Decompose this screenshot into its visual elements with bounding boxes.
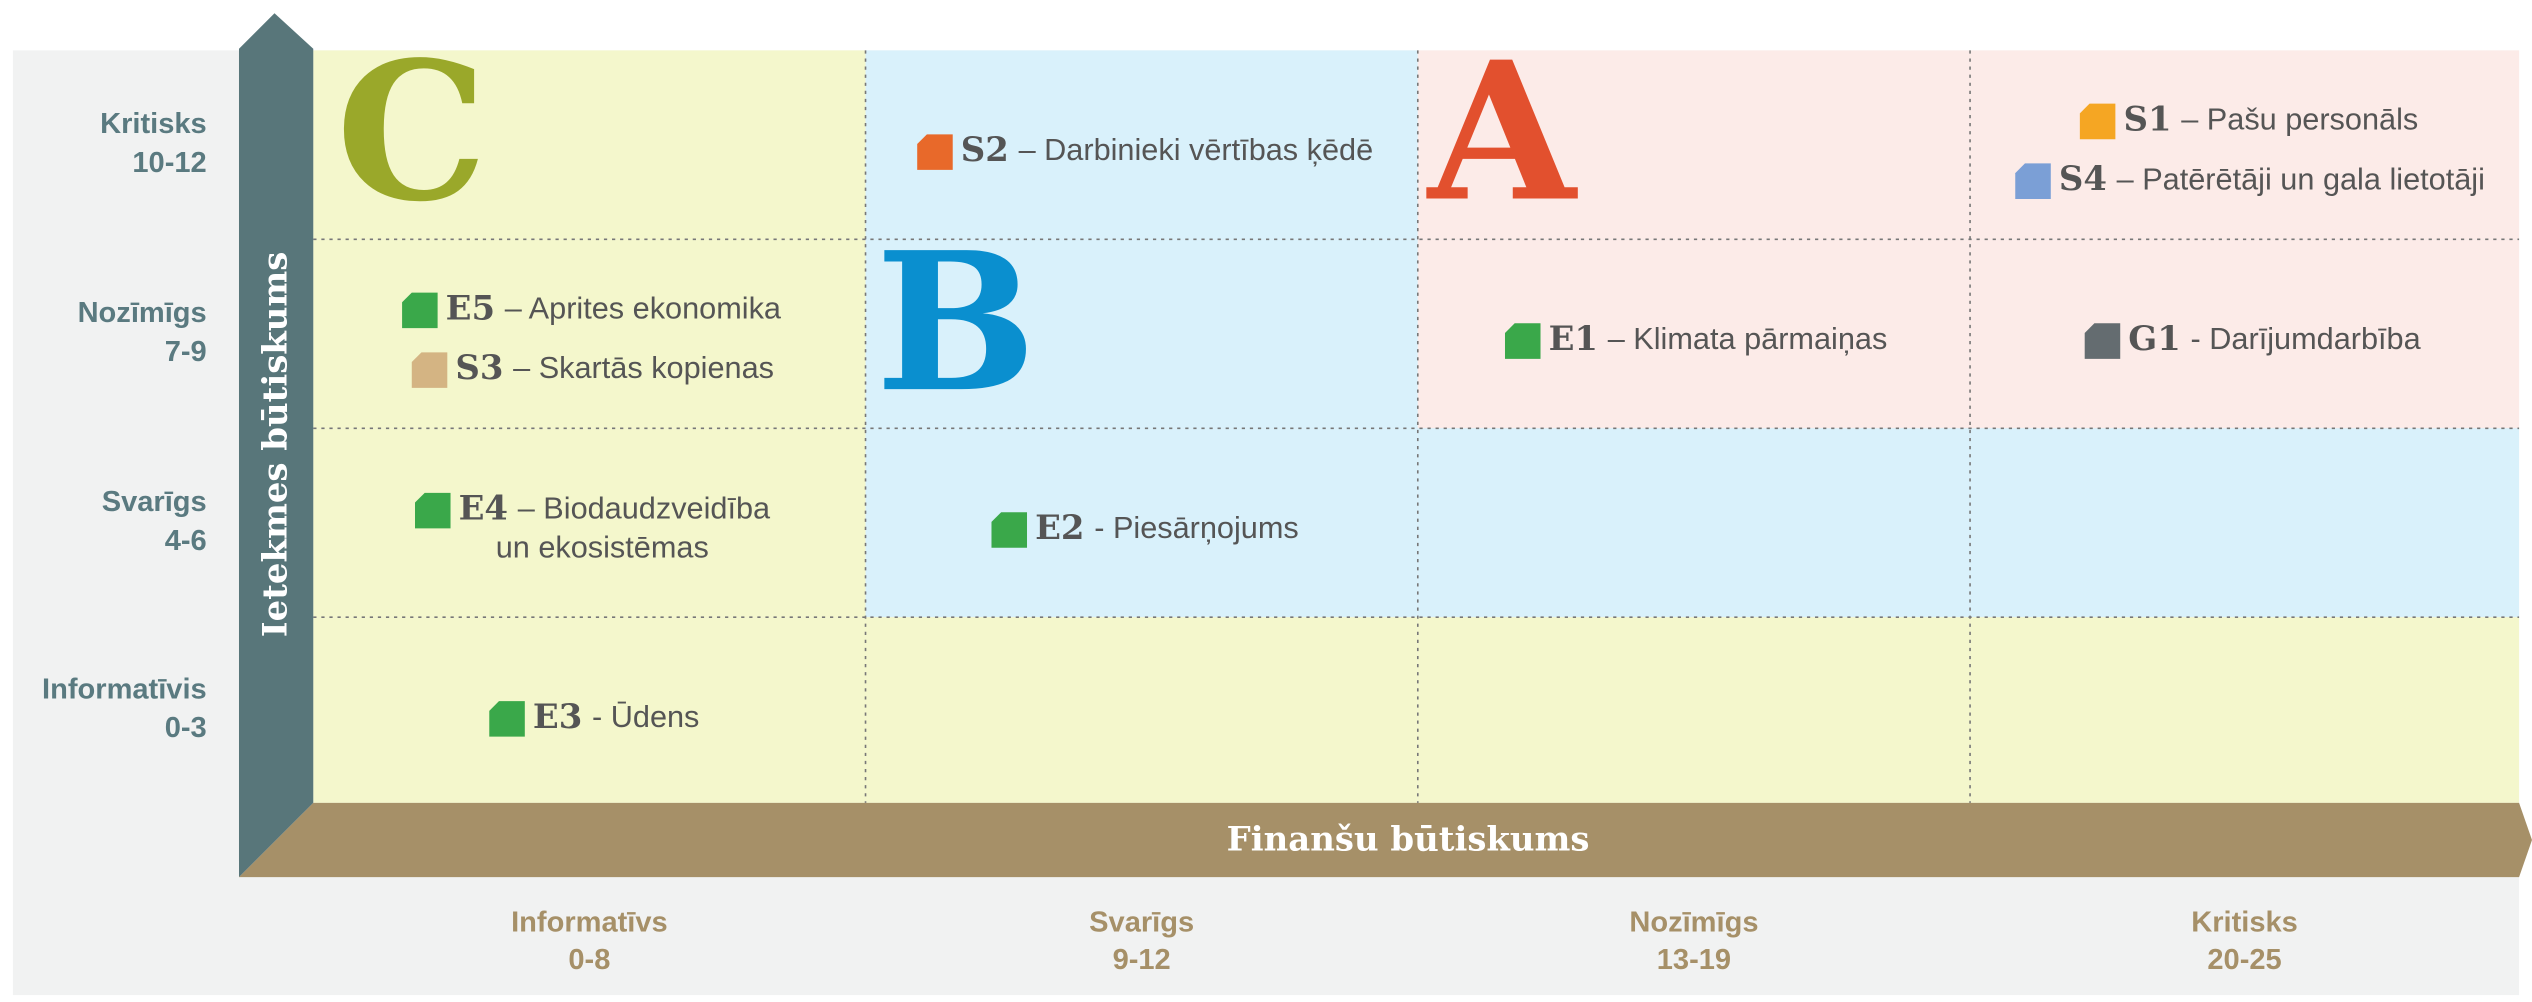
column-label: Nozīmīgs	[1629, 907, 1758, 939]
item-code: S3	[455, 347, 503, 387]
item-icon	[917, 134, 953, 170]
row-range: 4-6	[165, 525, 207, 557]
zone-letter: C	[336, 20, 488, 244]
item-label: – Skartās kopienas	[513, 350, 774, 385]
item-code: E5	[446, 287, 495, 327]
column-label: Svarīgs	[1089, 907, 1194, 939]
row-range: 10-12	[132, 147, 206, 179]
item-label: – Patērētāji un gala lietotāji	[2117, 161, 2485, 196]
item-icon	[2084, 323, 2121, 359]
item-icon	[489, 701, 525, 737]
row-label: Kritisks	[100, 108, 207, 140]
matrix-cell	[1970, 617, 2520, 803]
zone-letter: B	[875, 210, 1036, 434]
column-label: Kritisks	[2191, 907, 2298, 939]
zone-letter: A	[1426, 20, 1578, 244]
matrix-cell	[865, 239, 1418, 429]
column-range: 20-25	[2207, 944, 2281, 976]
item-code: E4	[459, 488, 508, 528]
x-axis-bar	[238, 802, 2532, 878]
matrix-cell	[313, 428, 866, 618]
matrix-cell	[313, 239, 866, 429]
y-axis-bar	[238, 13, 314, 878]
item-code: E3	[533, 696, 582, 736]
matrix-cell	[313, 50, 866, 240]
matrix-cell	[865, 428, 1418, 618]
y-axis-title: Ietekmes būtiskums	[255, 252, 295, 638]
item-label: – Darbinieki vērtības ķēdē	[1019, 132, 1374, 167]
matrix-cell	[313, 617, 866, 803]
column-range: 13-19	[1657, 944, 1731, 976]
item-label: - Ūdens	[592, 699, 699, 734]
row-label: Svarīgs	[102, 486, 207, 518]
matrix-cell	[865, 50, 1418, 240]
row-range: 7-9	[165, 336, 207, 368]
item-label: – Aprites ekonomika	[505, 290, 782, 325]
item-icon	[402, 292, 438, 329]
matrix-cell	[1970, 428, 2520, 618]
item-icon	[2079, 103, 2116, 140]
matrix-cell	[1970, 239, 2520, 429]
item-icon	[415, 492, 451, 529]
matrix-cell	[1417, 50, 1971, 240]
item-code: S4	[2059, 158, 2107, 198]
matrix-cell	[1970, 50, 2520, 240]
item-icon	[2015, 163, 2051, 199]
matrix-cell	[865, 617, 1418, 803]
matrix-cell	[1417, 617, 1971, 803]
item-label: – Biodaudzveidība	[518, 491, 771, 526]
item-icon	[991, 512, 1028, 548]
item-label: - Piesārņojums	[1094, 510, 1299, 545]
item-label: un ekosistēmas	[496, 529, 709, 564]
item-label: – Pašu personāls	[2181, 102, 2418, 137]
item-label: – Klimata pārmaiņas	[1608, 321, 1888, 356]
row-label: Informatīvis	[42, 673, 207, 705]
item-code: E1	[1549, 318, 1598, 358]
item-label: - Darījumdarbība	[2191, 321, 2422, 356]
item-code: G1	[2128, 318, 2181, 358]
item-icon	[411, 352, 448, 388]
column-range: 9-12	[1113, 944, 1171, 976]
column-range: 0-8	[568, 944, 610, 976]
item-code: S2	[961, 129, 1009, 169]
column-label: Informatīvs	[511, 907, 668, 939]
x-axis-title: Finanšu būtiskums	[1227, 819, 1590, 859]
matrix-cell	[1417, 428, 1971, 618]
row-label: Nozīmīgs	[78, 297, 207, 329]
row-range: 0-3	[165, 712, 207, 744]
item-code: S1	[2123, 98, 2171, 138]
item-icon	[1504, 323, 1541, 359]
item-code: E2	[1035, 507, 1084, 547]
